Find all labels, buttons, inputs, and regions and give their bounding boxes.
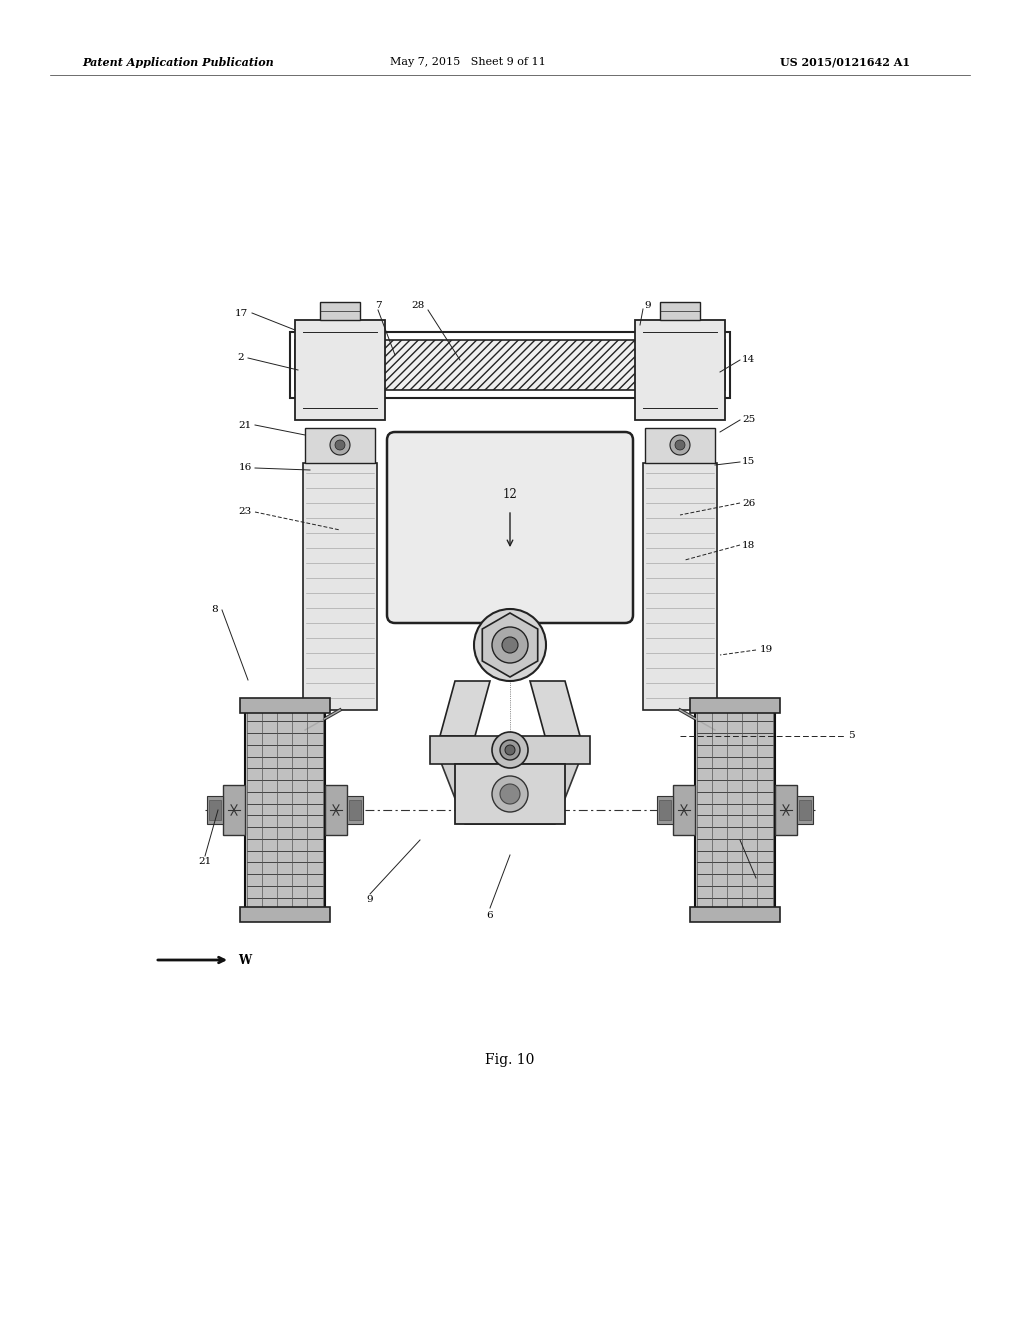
Bar (694, 710, 774, 909)
Polygon shape (530, 681, 580, 737)
Text: 5: 5 (847, 730, 854, 739)
Text: 19: 19 (759, 645, 772, 655)
Bar (798, 800, 810, 820)
Bar (659, 302, 699, 319)
Text: US 2015/0121642 A1: US 2015/0121642 A1 (780, 57, 909, 67)
Bar (289, 333, 730, 399)
Bar (239, 698, 330, 713)
Text: 6: 6 (486, 911, 493, 920)
Circle shape (491, 627, 528, 663)
Circle shape (675, 440, 685, 450)
Bar (348, 800, 361, 820)
Circle shape (474, 609, 545, 681)
Text: 7: 7 (374, 301, 381, 310)
Text: 28: 28 (411, 301, 424, 310)
Polygon shape (439, 681, 489, 737)
Polygon shape (439, 760, 580, 824)
Bar (294, 341, 725, 389)
Text: W: W (237, 953, 251, 966)
Circle shape (330, 436, 350, 455)
Circle shape (491, 776, 528, 812)
Text: 20: 20 (759, 874, 772, 883)
Bar (209, 800, 221, 820)
Circle shape (504, 744, 515, 755)
Bar (305, 428, 375, 463)
Text: May 7, 2015   Sheet 9 of 11: May 7, 2015 Sheet 9 of 11 (389, 57, 545, 67)
Bar (325, 785, 346, 836)
Bar (644, 428, 714, 463)
Bar (689, 698, 780, 713)
Text: 26: 26 (741, 499, 754, 507)
Bar (294, 319, 384, 420)
Bar (796, 796, 812, 824)
Bar (774, 785, 796, 836)
Bar (239, 907, 330, 921)
Circle shape (491, 733, 528, 768)
Circle shape (334, 440, 344, 450)
Bar (245, 710, 325, 909)
FancyBboxPatch shape (386, 432, 633, 623)
Text: 16: 16 (238, 463, 252, 473)
Text: Fig. 10: Fig. 10 (485, 1053, 534, 1067)
Circle shape (499, 741, 520, 760)
Bar (658, 800, 671, 820)
Text: 15: 15 (741, 458, 754, 466)
Text: 9: 9 (643, 301, 650, 309)
Polygon shape (482, 612, 537, 677)
Circle shape (501, 638, 518, 653)
Bar (454, 764, 565, 824)
Bar (642, 463, 716, 710)
Bar (430, 737, 589, 764)
Bar (223, 785, 245, 836)
Text: 9: 9 (366, 895, 373, 904)
Text: Patent Application Publication: Patent Application Publication (82, 57, 273, 67)
Text: 12: 12 (502, 488, 517, 502)
Bar (656, 796, 673, 824)
Bar (207, 796, 223, 824)
Bar (303, 463, 377, 710)
Text: 21: 21 (238, 421, 252, 429)
Text: 14: 14 (741, 355, 754, 364)
Text: 23: 23 (238, 507, 252, 516)
Text: 21: 21 (198, 858, 211, 866)
Circle shape (669, 436, 689, 455)
Bar (320, 302, 360, 319)
Text: 8: 8 (211, 606, 218, 615)
Circle shape (499, 784, 520, 804)
Text: 2: 2 (237, 354, 244, 363)
Bar (689, 907, 780, 921)
Text: 17: 17 (234, 309, 248, 318)
Bar (635, 319, 725, 420)
Bar (346, 796, 363, 824)
Text: 25: 25 (741, 416, 754, 425)
Text: 18: 18 (741, 540, 754, 549)
Bar (673, 785, 694, 836)
